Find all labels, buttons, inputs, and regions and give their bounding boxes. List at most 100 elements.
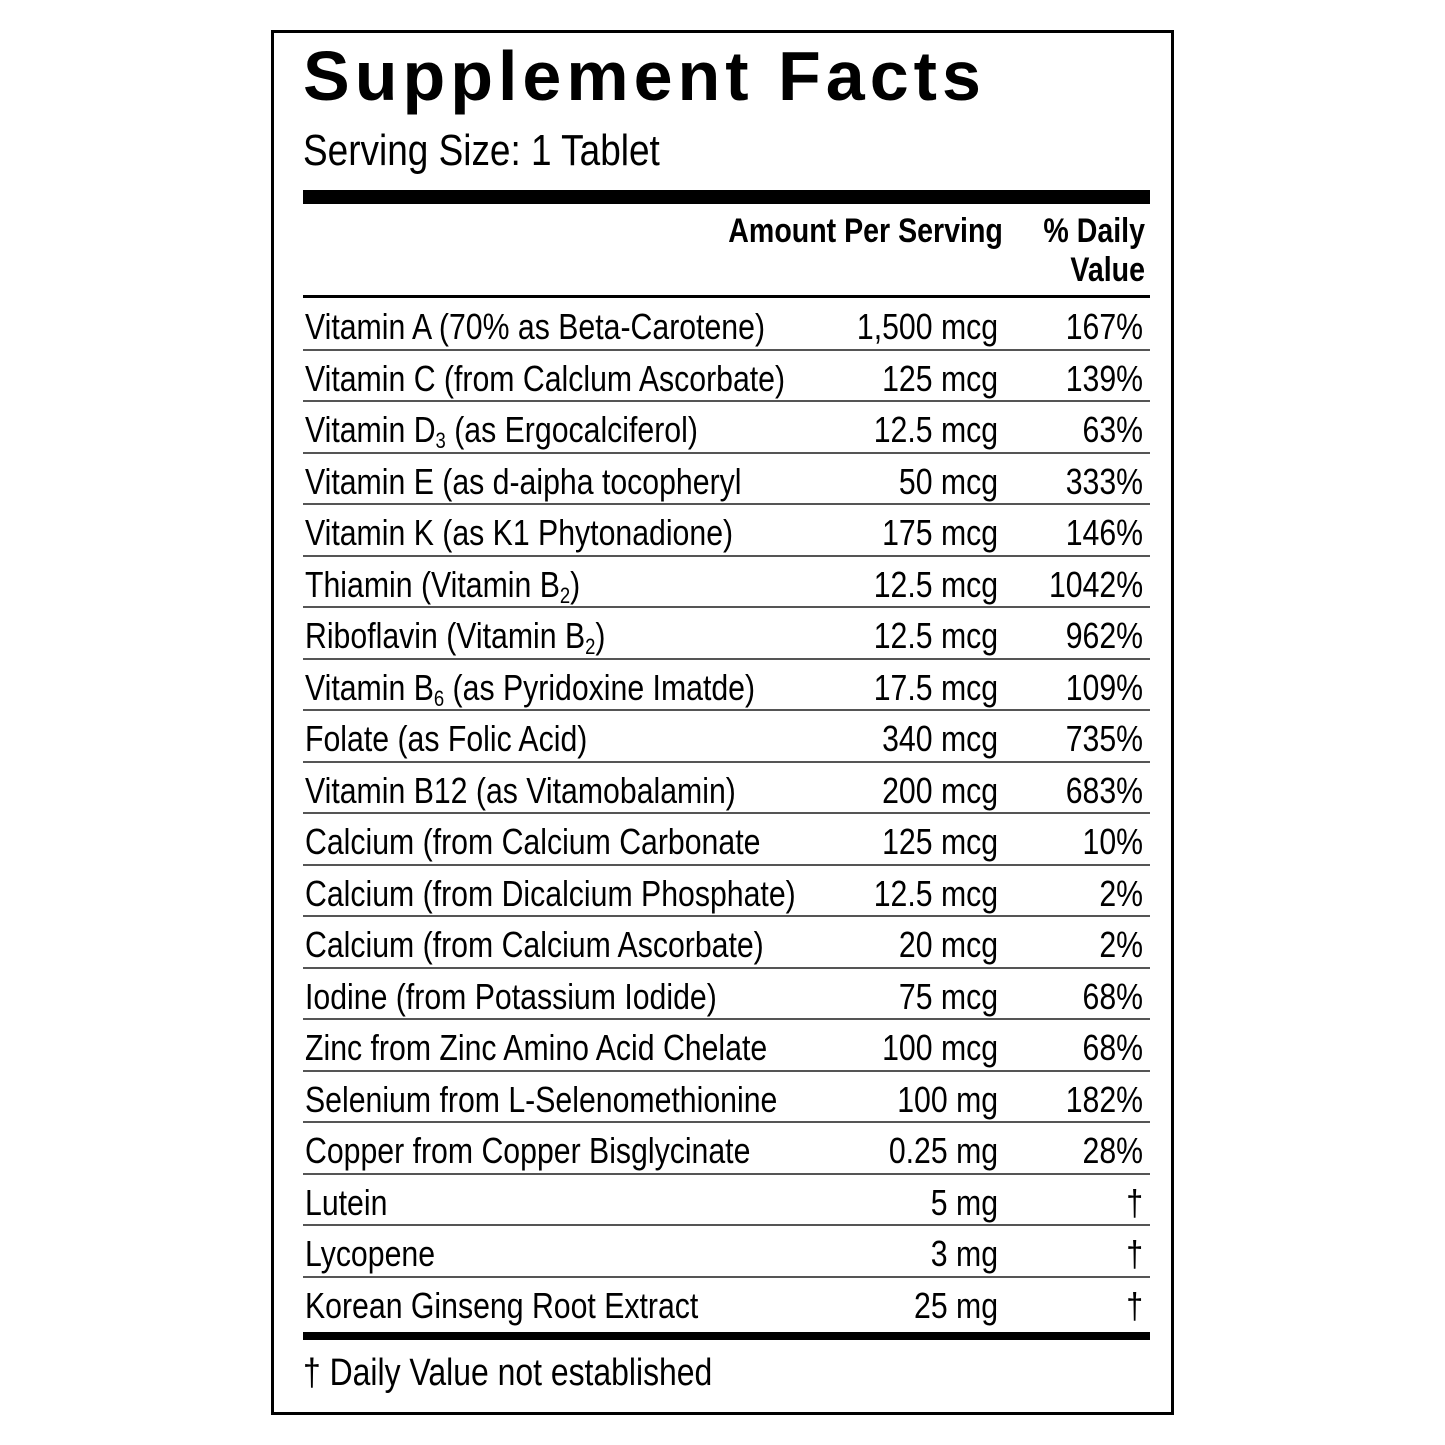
- table-row: Korean Ginseng Root Extract 25 mg †: [303, 1278, 1150, 1330]
- table-row: Vitamin C (from Calclum Ascorbate) 125 mc…: [303, 351, 1150, 402]
- nutrient-name: Lutein: [305, 1181, 388, 1223]
- amount: 340 mcg: [882, 718, 998, 759]
- table-row: Vitamin B6 (as Pyridoxine Imatde) 17.5 mc…: [303, 660, 1150, 712]
- nutrient-name: Thiamin (Vitamin B2): [305, 564, 580, 609]
- name-subscript: 2: [585, 634, 596, 659]
- table-row: Lutein 5 mg †: [303, 1175, 1150, 1226]
- daily-value: 333%: [1065, 460, 1143, 502]
- column-header: % Daily Value: [1043, 212, 1145, 289]
- daily-value: 735%: [1065, 718, 1143, 759]
- amount: 100 mg: [897, 1078, 998, 1120]
- amount: 200 mcg: [882, 769, 998, 811]
- amount: 0.25 mg: [888, 1130, 998, 1171]
- nutrient-name: Vitamin K (as K1 Phytonadione): [305, 512, 734, 553]
- nutrient-name: Calcium (from Dicalcium Phosphate): [305, 872, 796, 914]
- table-row: Selenium from L-Selenomethionine 100 mg 18…: [303, 1072, 1150, 1123]
- table-row: Thiamin (Vitamin B2) 12.5 mcg 1042%: [303, 557, 1150, 609]
- amount: 25 mg: [913, 1284, 998, 1326]
- daily-value: 167%: [1065, 306, 1143, 347]
- nutrient-name: Copper from Copper Bisglycinate: [305, 1130, 751, 1171]
- nutrient-name: Vitamin A (70% as Beta-Carotene): [305, 306, 766, 347]
- daily-value: †: [1126, 1233, 1143, 1274]
- amount: 75 mcg: [898, 975, 998, 1017]
- thick-rule: [303, 190, 1150, 204]
- table-row: Copper from Copper Bisglycinate 0.25 mg 28…: [303, 1123, 1150, 1175]
- name-text: Thiamin (Vitamin B: [305, 563, 560, 605]
- daily-value: 63%: [1082, 409, 1143, 450]
- label-border: [271, 30, 1174, 1415]
- amount: 50 mcg: [898, 460, 998, 502]
- table-row: Calcium (from Calcium Ascorbate) 20 mcg 2%: [303, 917, 1150, 969]
- name-text: Vitamin B: [305, 666, 434, 708]
- daily-value: 146%: [1065, 512, 1143, 553]
- amount: 12.5 mcg: [873, 872, 998, 914]
- table-row: Vitamin D3 (as Ergocalciferol) 12.5 mcg 63…: [303, 402, 1150, 454]
- name-subscript: 2: [559, 582, 571, 608]
- nutrient-name: Calcium (from Calcium Carbonate: [305, 821, 761, 862]
- table-row: Folate (as Folic Acid) 340 mcg 735%: [303, 711, 1150, 763]
- name-text: ): [570, 563, 581, 605]
- table-row: Vitamin A (70% as Beta-Carotene) 1,500 mc…: [303, 299, 1150, 351]
- nutrient-name: Lycopene: [305, 1233, 436, 1274]
- amount: 3 mg: [930, 1233, 998, 1274]
- nutrient-name: Vitamin D3 (as Ergocalciferol): [305, 409, 698, 454]
- footnote: † Daily Value not established: [303, 1352, 713, 1394]
- name-subscript: 6: [433, 685, 445, 711]
- daily-value: 962%: [1065, 615, 1143, 656]
- table-row: Lycopene 3 mg †: [303, 1226, 1150, 1278]
- table-row: Zinc from Zinc Amino Acid Chelate 100 mcg…: [303, 1020, 1150, 1072]
- table-row: Calcium (from Calcium Carbonate 125 mcg 10…: [303, 814, 1150, 866]
- amount: 125 mcg: [882, 821, 998, 862]
- column-header: Amount Per Serving: [728, 212, 1003, 250]
- amount: 1,500 mcg: [856, 306, 998, 347]
- amount: 5 mg: [930, 1181, 998, 1223]
- daily-value: †: [1126, 1284, 1143, 1326]
- title: Supplement Facts: [303, 37, 986, 115]
- nutrient-name: Vitamin E (as d-aipha tocopheryl: [305, 460, 742, 502]
- name-text: (as Pyridoxine Imatde): [444, 666, 756, 708]
- amount: 12.5 mcg: [873, 563, 998, 605]
- daily-value: 68%: [1082, 1027, 1143, 1068]
- amount: 17.5 mcg: [873, 666, 998, 708]
- table-row: Riboflavin (Vitamin B2) 12.5 mcg 962%: [303, 608, 1150, 660]
- name-subscript: 3: [435, 428, 446, 453]
- thick-rule: [303, 1332, 1150, 1340]
- nutrient-name: Zinc from Zinc Amino Acid Chelate: [305, 1027, 768, 1068]
- serving-size: Serving Size: 1 Tablet: [303, 126, 660, 175]
- amount: 100 mcg: [882, 1027, 998, 1068]
- table-row: Vitamin E (as d-aipha tocopheryl 50 mcg 33…: [303, 454, 1150, 505]
- table-row: Iodine (from Potassium Iodide) 75 mcg 68%: [303, 969, 1150, 1020]
- amount: 12.5 mcg: [873, 409, 998, 450]
- nutrient-name: Iodine (from Potassium Iodide): [305, 975, 717, 1017]
- daily-value: 68%: [1082, 975, 1143, 1017]
- nutrient-name: Calcium (from Calcium Ascorbate): [305, 924, 764, 965]
- daily-value: †: [1126, 1181, 1143, 1223]
- nutrient-name: Riboflavin (Vitamin B2): [305, 615, 605, 660]
- amount: 12.5 mcg: [873, 615, 998, 656]
- table-row: Vitamin B12 (as Vitamobalamin) 200 mcg 683…: [303, 763, 1150, 814]
- nutrient-name: Vitamin B12 (as Vitamobalamin): [305, 769, 736, 811]
- daily-value: 10%: [1082, 821, 1143, 862]
- name-text: ): [595, 615, 606, 656]
- rule: [303, 295, 1150, 298]
- amount: 20 mcg: [898, 924, 998, 965]
- daily-value: 182%: [1065, 1078, 1143, 1120]
- nutrient-name: Vitamin C (from Calclum Ascorbate): [305, 357, 786, 399]
- name-text: Riboflavin (Vitamin B: [305, 615, 586, 656]
- table-row: Vitamin K (as K1 Phytonadione) 175 mcg 146…: [303, 505, 1150, 557]
- amount: 175 mcg: [882, 512, 998, 553]
- daily-value: 139%: [1065, 357, 1143, 399]
- table-row: Calcium (from Dicalcium Phosphate) 12.5 m…: [303, 866, 1150, 917]
- daily-value: 28%: [1082, 1130, 1143, 1171]
- nutrient-name: Selenium from L-Selenomethionine: [305, 1078, 778, 1120]
- nutrient-name: Korean Ginseng Root Extract: [305, 1284, 699, 1326]
- amount: 125 mcg: [882, 357, 998, 399]
- daily-value: 2%: [1099, 872, 1143, 914]
- daily-value: 1042%: [1048, 563, 1143, 605]
- daily-value: 683%: [1065, 769, 1143, 811]
- nutrient-name: Vitamin B6 (as Pyridoxine Imatde): [305, 667, 755, 712]
- daily-value: 2%: [1099, 924, 1143, 965]
- daily-value: 109%: [1065, 666, 1143, 708]
- name-text: Vitamin D: [305, 409, 436, 450]
